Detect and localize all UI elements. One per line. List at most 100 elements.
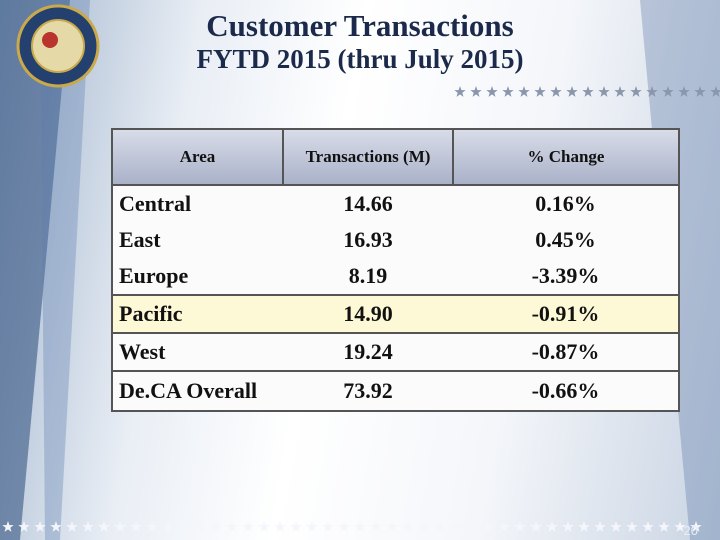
column-header: % Change xyxy=(452,128,680,186)
star xyxy=(646,86,658,97)
streak xyxy=(0,0,70,540)
star xyxy=(226,521,238,532)
star xyxy=(466,521,478,532)
star xyxy=(546,521,558,532)
star xyxy=(498,521,510,532)
cell: De.CA Overall xyxy=(112,370,283,411)
star xyxy=(50,521,62,532)
seal-emblem xyxy=(42,32,58,48)
star xyxy=(598,86,610,97)
star xyxy=(674,521,686,532)
star xyxy=(306,521,318,532)
star xyxy=(2,521,14,532)
column-header: Transactions (M) xyxy=(282,128,454,186)
cell: Pacific xyxy=(112,294,283,334)
star xyxy=(530,521,542,532)
star xyxy=(582,86,594,97)
stars xyxy=(2,86,720,532)
cell: 19.24 xyxy=(283,333,453,371)
star xyxy=(662,86,674,97)
star xyxy=(690,521,702,532)
star xyxy=(566,86,578,97)
star xyxy=(18,521,30,532)
star xyxy=(614,86,626,97)
star xyxy=(114,521,126,532)
star xyxy=(578,521,590,532)
star xyxy=(322,521,334,532)
star xyxy=(562,521,574,532)
cell: -0.87% xyxy=(453,333,679,371)
table: Area Transactions (M)% Change Central 14.6… xyxy=(111,128,680,412)
star xyxy=(66,521,78,532)
star xyxy=(146,521,158,532)
star xyxy=(434,521,446,532)
page-number: 20 xyxy=(683,523,698,538)
star xyxy=(290,521,302,532)
star xyxy=(162,521,174,532)
star xyxy=(130,521,142,532)
cell: 0.45% xyxy=(453,222,679,258)
star xyxy=(274,521,286,532)
star xyxy=(502,86,514,97)
cell: 73.92 xyxy=(283,370,453,411)
table-row: West 19.24 -0.87% xyxy=(112,333,679,371)
cell: -0.91% xyxy=(453,294,679,334)
cell: 0.16% xyxy=(453,185,679,222)
table-row: East 16.93 0.45% xyxy=(112,222,679,258)
cell: East xyxy=(112,222,283,258)
table-row: De.CA Overall 73.92 -0.66% xyxy=(112,370,679,411)
column-header: Area xyxy=(111,128,284,186)
cell: 14.66 xyxy=(283,185,453,222)
table-row: Pacific 14.90 -0.91% xyxy=(112,294,679,334)
star xyxy=(514,521,526,532)
table-body: Central 14.66 0.16% East 16.93 0.45% Europe 8.1… xyxy=(112,185,679,411)
star xyxy=(642,521,654,532)
subtitle: FYTD 2015 (thru July 2015) xyxy=(196,44,524,74)
star xyxy=(258,521,270,532)
streak xyxy=(40,0,90,540)
cell: 8.19 xyxy=(283,258,453,295)
star xyxy=(594,521,606,532)
star xyxy=(486,86,498,97)
star xyxy=(450,521,462,532)
star xyxy=(370,521,382,532)
star xyxy=(178,521,190,532)
cell: -0.66% xyxy=(453,370,679,411)
star xyxy=(678,86,690,97)
star xyxy=(518,86,530,97)
seal-center xyxy=(31,19,85,73)
star xyxy=(386,521,398,532)
star xyxy=(242,521,254,532)
cell: West xyxy=(112,333,283,371)
star xyxy=(694,86,706,97)
star xyxy=(470,86,482,97)
star xyxy=(34,521,46,532)
title: Customer Transactions xyxy=(206,8,514,43)
star xyxy=(338,521,350,532)
star xyxy=(82,521,94,532)
table-row: Central 14.66 0.16% xyxy=(112,185,679,222)
star xyxy=(194,521,206,532)
star xyxy=(658,521,670,532)
star xyxy=(402,521,414,532)
star xyxy=(210,521,222,532)
star xyxy=(418,521,430,532)
header-row: Area Transactions (M)% Change xyxy=(111,128,680,186)
star xyxy=(626,521,638,532)
star xyxy=(534,86,546,97)
star xyxy=(454,86,466,97)
cell: 14.90 xyxy=(283,294,453,334)
star xyxy=(550,86,562,97)
star xyxy=(482,521,494,532)
star xyxy=(630,86,642,97)
star xyxy=(710,86,720,97)
star xyxy=(354,521,366,532)
star xyxy=(610,521,622,532)
table-row: Europe 8.19 -3.39% xyxy=(112,258,679,295)
cell: 16.93 xyxy=(283,222,453,258)
cell: -3.39% xyxy=(453,258,679,295)
cell: Europe xyxy=(112,258,283,295)
star xyxy=(98,521,110,532)
cell: Central xyxy=(112,185,283,222)
